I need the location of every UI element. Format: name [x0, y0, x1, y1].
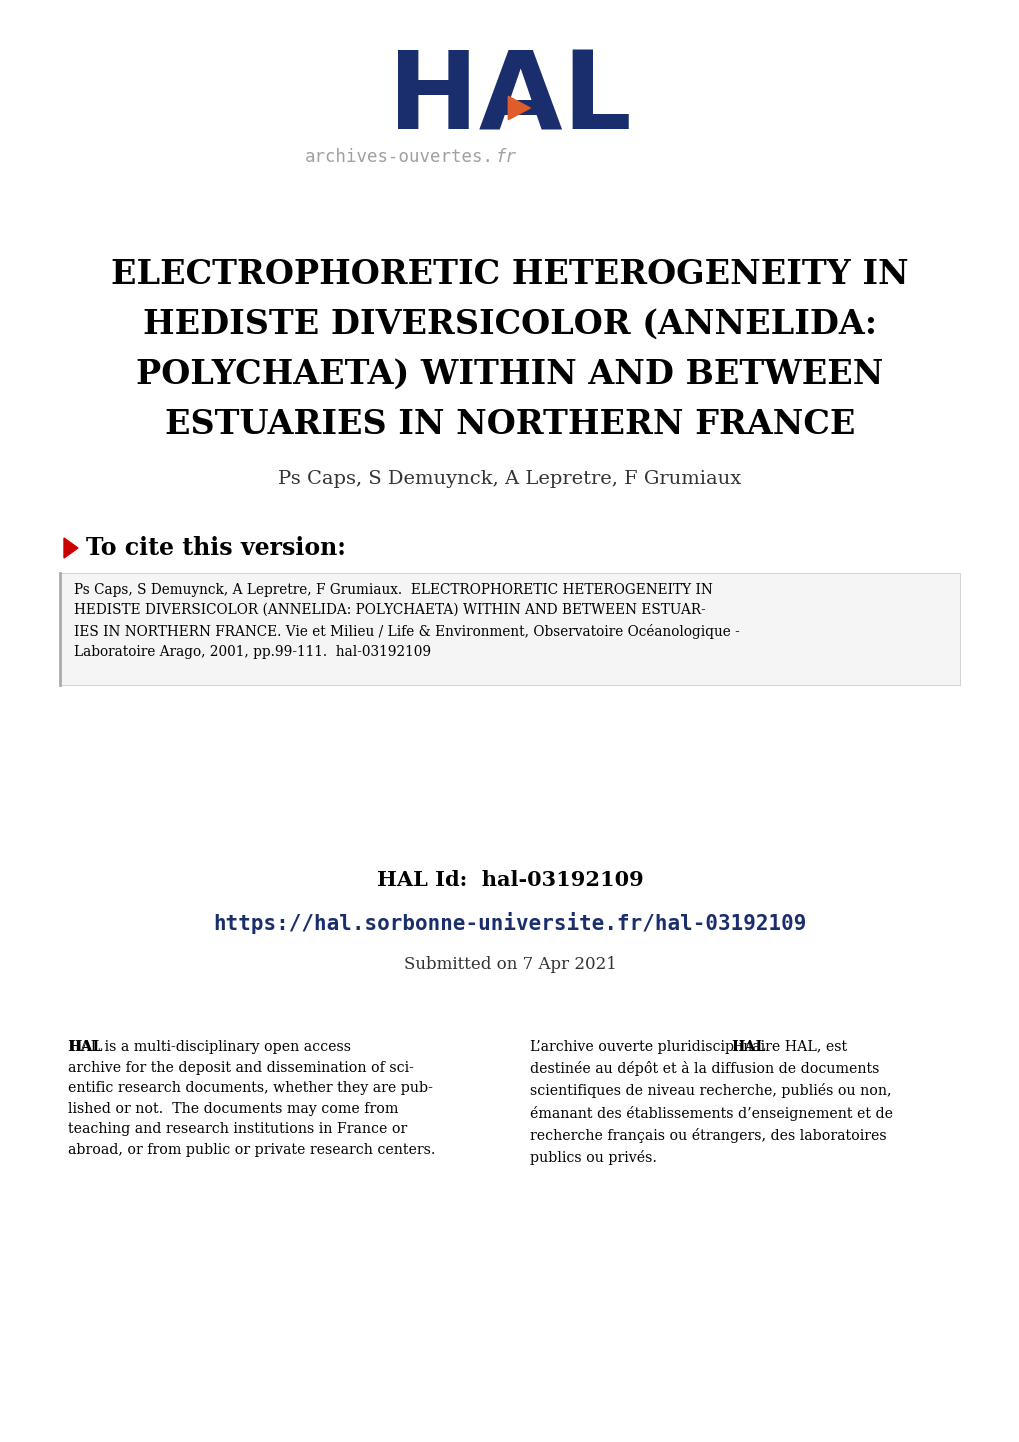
Text: Ps Caps, S Demuynck, A Lepretre, F Grumiaux.  ELECTROPHORETIC HETEROGENEITY IN
H: Ps Caps, S Demuynck, A Lepretre, F Grumi…: [74, 583, 739, 659]
Text: HAL: HAL: [68, 1040, 102, 1054]
Text: archives-ouvertes.: archives-ouvertes.: [305, 149, 493, 166]
Polygon shape: [64, 538, 77, 558]
Text: https://hal.sorbonne-universite.fr/hal-03192109: https://hal.sorbonne-universite.fr/hal-0…: [213, 911, 806, 934]
Text: HAL: HAL: [731, 1040, 765, 1054]
Text: Submitted on 7 Apr 2021: Submitted on 7 Apr 2021: [404, 956, 615, 973]
Text: fr: fr: [495, 149, 517, 166]
Text: POLYCHAETA) WITHIN AND BETWEEN: POLYCHAETA) WITHIN AND BETWEEN: [137, 358, 882, 391]
Polygon shape: [507, 97, 530, 120]
Text: To cite this version:: To cite this version:: [86, 536, 345, 559]
Text: L’archive ouverte pluridisciplinaire HAL, est
destinée au dépôt et à la diff: L’archive ouverte pluridisciplinaire HAL…: [530, 1040, 892, 1165]
Text: Ps Caps, S Demuynck, A Lepretre, F Grumiaux: Ps Caps, S Demuynck, A Lepretre, F Grumi…: [278, 470, 741, 487]
Text: HAL Id:  hal-03192109: HAL Id: hal-03192109: [376, 870, 643, 890]
Text: HEDISTE DIVERSICOLOR (ANNELIDA:: HEDISTE DIVERSICOLOR (ANNELIDA:: [143, 309, 876, 340]
FancyBboxPatch shape: [60, 572, 959, 685]
Text: HAL is a multi-disciplinary open access
archive for the deposit and disseminatio: HAL is a multi-disciplinary open access …: [68, 1040, 435, 1156]
Text: HAL: HAL: [388, 48, 631, 153]
Text: ELECTROPHORETIC HETEROGENEITY IN: ELECTROPHORETIC HETEROGENEITY IN: [111, 258, 908, 291]
Text: ESTUARIES IN NORTHERN FRANCE: ESTUARIES IN NORTHERN FRANCE: [165, 408, 854, 441]
